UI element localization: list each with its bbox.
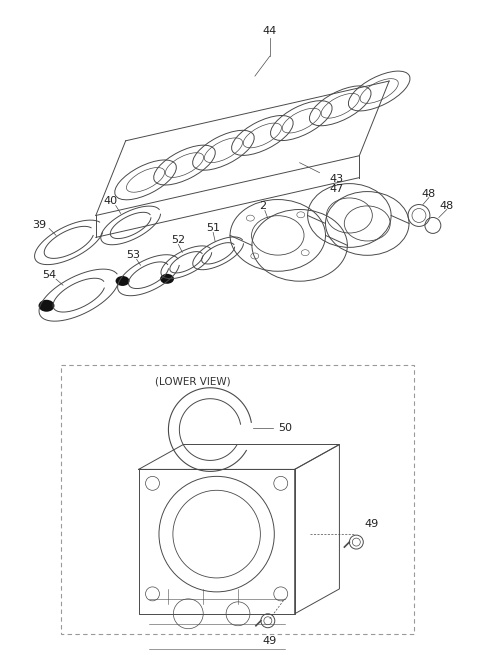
Ellipse shape [38,300,54,312]
Text: 51: 51 [206,223,220,233]
Ellipse shape [116,276,130,286]
Text: 44: 44 [263,26,277,36]
Text: (LOWER VIEW): (LOWER VIEW) [156,377,231,386]
Text: 48: 48 [440,200,454,210]
Text: 2: 2 [259,200,266,210]
Text: 50: 50 [278,422,292,432]
Text: 40: 40 [104,196,118,206]
Text: 53: 53 [127,250,141,260]
Text: 49: 49 [263,635,277,646]
Ellipse shape [160,274,174,284]
Text: 47: 47 [329,183,344,194]
Text: 39: 39 [32,221,46,231]
Bar [61,365,414,633]
Text: 52: 52 [171,235,185,246]
Text: 54: 54 [42,271,56,280]
Text: 43: 43 [329,174,344,183]
Text: 49: 49 [364,519,378,529]
Text: 48: 48 [422,189,436,198]
